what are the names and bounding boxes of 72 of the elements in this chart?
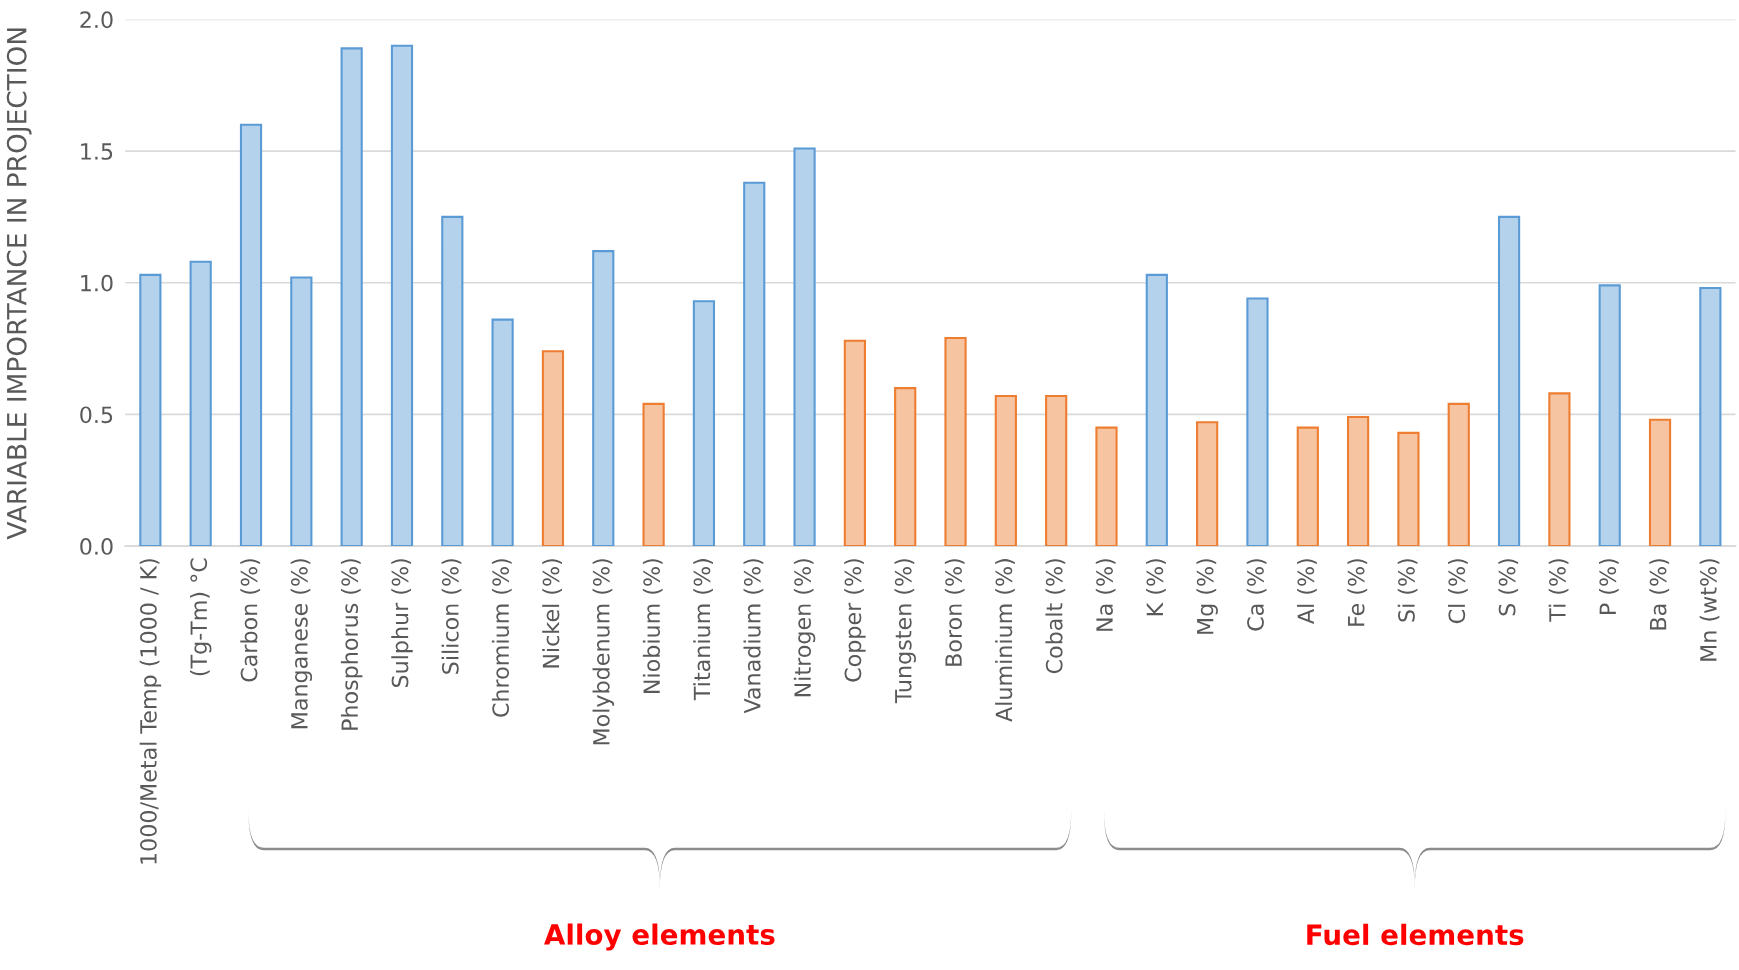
bar xyxy=(1598,284,1621,547)
text: Fuel elements xyxy=(1307,923,1524,946)
text: Alloy elements xyxy=(544,923,775,951)
y-tick-label: 0.0 xyxy=(80,538,113,555)
x-tick-label: Sulphur (%) xyxy=(391,559,413,688)
bar xyxy=(944,337,967,547)
bar xyxy=(1497,215,1521,547)
x-tick-label: Cl (%) xyxy=(1448,559,1468,624)
bar xyxy=(994,394,1017,547)
x-tick-label: Nitrogen (%) xyxy=(793,559,816,697)
bar xyxy=(1045,394,1068,547)
bar xyxy=(1145,273,1168,547)
bar xyxy=(1347,416,1370,547)
x-tick-label: Carbon (%) xyxy=(240,559,261,682)
bar xyxy=(692,300,716,547)
bar xyxy=(491,318,514,547)
x-tick-label: P (%) xyxy=(1598,559,1619,614)
bar xyxy=(1296,426,1319,547)
bar xyxy=(592,250,615,547)
x-tick-label: Niobium (%) xyxy=(642,559,663,693)
bar xyxy=(793,147,816,547)
bar xyxy=(139,273,162,547)
x-tick-label: (Tg-Tm) °C xyxy=(189,558,212,676)
bar xyxy=(894,387,917,547)
y-tick-label: 1.0 xyxy=(81,274,113,292)
x-tick-label: Al (%) xyxy=(1297,559,1317,624)
x-tick-label: Ba (%) xyxy=(1649,559,1670,630)
x-tick-label: 1000/Metal Temp (1000 / K) xyxy=(139,559,162,864)
x-tick-label: Ti (%) xyxy=(1548,559,1569,622)
x-tick-label: Mg (%) xyxy=(1196,559,1218,634)
bar xyxy=(743,181,766,547)
bar xyxy=(1196,421,1219,547)
x-tick-label: Vanadium (%) xyxy=(743,559,764,714)
x-tick-label: S (%) xyxy=(1498,559,1519,616)
x-tick-label: Molybdenum (%) xyxy=(592,559,615,745)
y-tick-label: 1.5 xyxy=(81,143,113,160)
x-tick-label: Fe (%) xyxy=(1347,559,1368,626)
x-tick-label: Tungsten (%) xyxy=(894,559,916,704)
x-tick-label: Phosphorus (%) xyxy=(340,559,363,730)
bar xyxy=(642,402,665,547)
x-tick-label: Boron (%) xyxy=(944,559,965,666)
bar xyxy=(843,339,866,547)
bar xyxy=(1548,392,1571,547)
x-tick-label: Titanium (%) xyxy=(693,559,713,701)
x-tick-label: Mn (wt%) xyxy=(1699,559,1720,661)
y-axis-title: VARIABLE IMPORTANCE IN PROJECTION xyxy=(6,28,32,540)
y-tick-label: 2.0 xyxy=(80,11,113,29)
x-tick-label: K (%) xyxy=(1146,559,1166,616)
bar xyxy=(1699,286,1722,547)
bar xyxy=(1648,418,1672,547)
bar xyxy=(1095,426,1118,547)
x-tick-label: Silicon (%) xyxy=(441,559,462,674)
x-tick-label: Nickel (%) xyxy=(542,559,563,668)
bar xyxy=(1447,402,1470,547)
bar xyxy=(290,276,313,547)
x-tick-label: Ca (%) xyxy=(1246,559,1267,631)
bar xyxy=(189,260,212,547)
y-tick-label: 0.5 xyxy=(80,406,113,424)
bar xyxy=(1397,431,1420,547)
x-tick-label: Na (%) xyxy=(1095,559,1116,631)
bar xyxy=(541,350,565,547)
x-tick-label: Chromium (%) xyxy=(491,559,512,717)
x-tick-label: Cobalt (%) xyxy=(1045,559,1066,674)
bar xyxy=(1246,297,1269,547)
bar xyxy=(340,47,363,547)
x-tick-label: Copper (%) xyxy=(844,559,866,682)
bar xyxy=(390,44,414,547)
bar xyxy=(239,123,263,547)
x-tick-label: Manganese (%) xyxy=(290,559,313,729)
x-tick-label: Si (%) xyxy=(1397,559,1418,622)
bar xyxy=(441,215,464,547)
x-tick-label: Aluminium (%) xyxy=(995,559,1015,722)
